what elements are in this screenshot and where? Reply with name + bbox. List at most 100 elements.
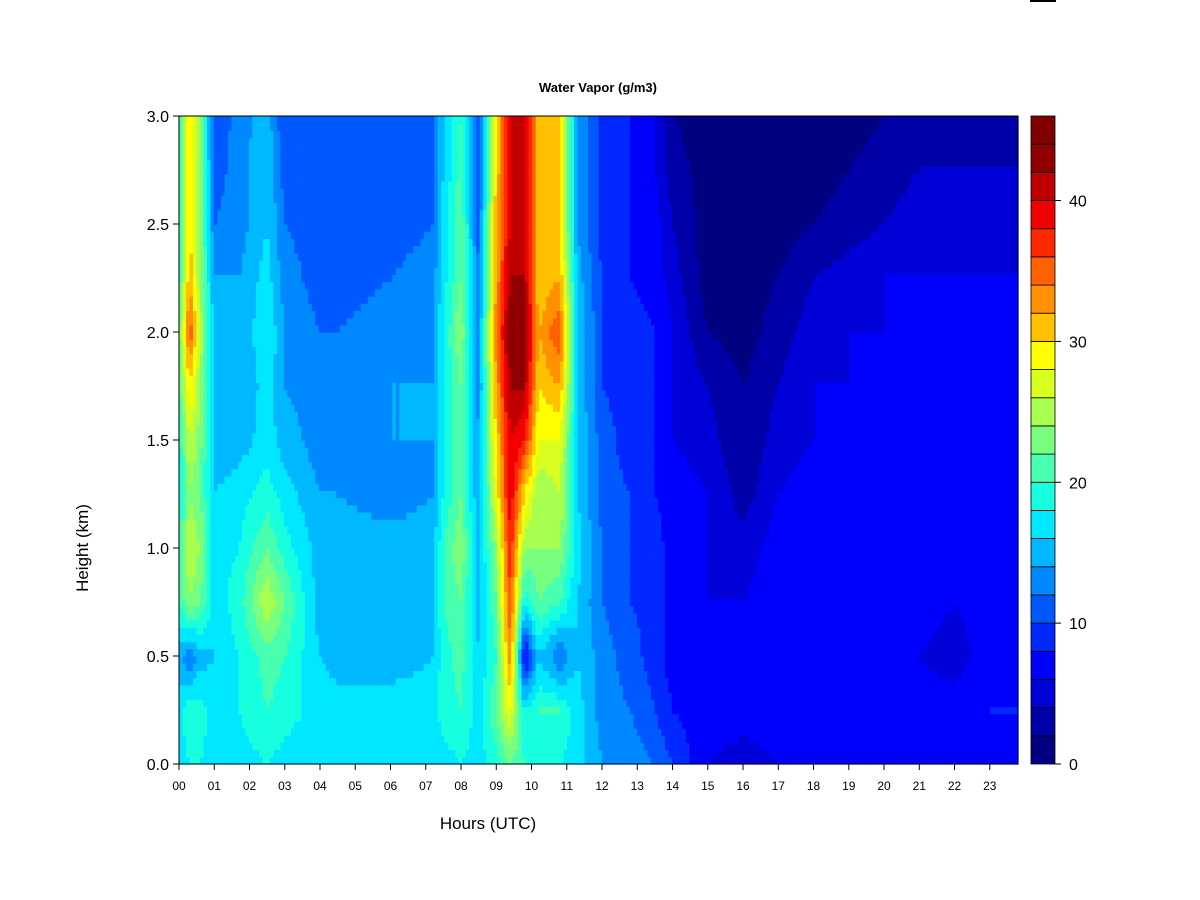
heatmap-cell bbox=[287, 166, 292, 175]
heatmap-cell bbox=[266, 735, 271, 743]
heatmap-cell bbox=[371, 548, 376, 556]
heatmap-cell bbox=[227, 526, 233, 535]
heatmap-cell bbox=[346, 713, 351, 722]
heatmap-cell bbox=[318, 404, 323, 412]
heatmap-cell bbox=[220, 339, 226, 347]
heatmap-cell bbox=[353, 173, 358, 182]
heatmap-cell bbox=[329, 742, 334, 751]
heatmap-cell bbox=[290, 144, 295, 153]
heatmap-cell bbox=[308, 353, 313, 362]
heatmap-cell bbox=[266, 152, 271, 160]
heatmap-cell bbox=[364, 404, 369, 412]
heatmap-cell bbox=[276, 483, 281, 491]
heatmap-cell bbox=[325, 332, 330, 340]
heatmap-cell bbox=[224, 620, 229, 628]
heatmap-cell bbox=[290, 519, 295, 527]
heatmap-cell bbox=[304, 483, 309, 491]
heatmap-cell bbox=[245, 634, 250, 643]
heatmap-cell bbox=[196, 324, 201, 333]
heatmap-cell bbox=[266, 656, 271, 664]
heatmap-cell bbox=[248, 749, 254, 758]
heatmap-cell bbox=[210, 447, 215, 455]
heatmap-cell bbox=[213, 540, 219, 549]
heatmap-cell bbox=[280, 360, 285, 369]
heatmap-cell bbox=[196, 368, 201, 376]
heatmap-cell bbox=[217, 555, 222, 563]
heatmap-cell bbox=[245, 648, 250, 657]
heatmap-cell bbox=[203, 555, 208, 563]
heatmap-cell bbox=[336, 684, 341, 693]
heatmap-cell bbox=[367, 202, 372, 211]
heatmap-cell bbox=[203, 303, 208, 311]
heatmap-cell bbox=[280, 281, 285, 290]
heatmap-cell bbox=[238, 324, 243, 333]
heatmap-cell bbox=[322, 735, 327, 743]
heatmap-cell bbox=[294, 512, 299, 520]
heatmap-cell bbox=[350, 670, 355, 679]
heatmap-cell bbox=[206, 627, 212, 635]
heatmap-cell bbox=[182, 728, 187, 736]
heatmap-cell bbox=[283, 274, 288, 283]
heatmap-cell bbox=[179, 440, 184, 448]
heatmap-cell bbox=[308, 440, 313, 448]
heatmap-cell bbox=[280, 144, 285, 153]
heatmap-cell bbox=[346, 447, 351, 455]
heatmap-cell bbox=[210, 728, 215, 736]
heatmap-cell bbox=[294, 670, 299, 679]
heatmap-cell bbox=[210, 612, 215, 621]
heatmap-cell bbox=[206, 706, 212, 715]
heatmap-cell bbox=[231, 735, 236, 743]
heatmap-cell bbox=[357, 332, 362, 340]
heatmap-cell bbox=[360, 260, 365, 268]
heatmap-cell bbox=[297, 267, 302, 275]
heatmap-cell bbox=[346, 152, 351, 160]
heatmap-cell bbox=[315, 216, 320, 225]
heatmap-cell bbox=[238, 375, 243, 383]
heatmap-cell bbox=[220, 404, 226, 412]
heatmap-cell bbox=[220, 425, 226, 434]
heatmap-cell bbox=[287, 519, 292, 527]
heatmap-cell bbox=[346, 231, 351, 239]
heatmap-cell bbox=[245, 706, 250, 715]
heatmap-cell bbox=[217, 634, 222, 643]
heatmap-cell bbox=[329, 360, 334, 369]
heatmap-cell bbox=[185, 202, 191, 211]
heatmap-cell bbox=[280, 130, 285, 139]
heatmap-cell bbox=[199, 245, 205, 254]
heatmap-cell bbox=[269, 418, 274, 427]
heatmap-cell bbox=[192, 461, 198, 470]
heatmap-cell bbox=[322, 677, 327, 686]
heatmap-cell bbox=[213, 173, 219, 182]
heatmap-cell bbox=[343, 483, 348, 491]
heatmap-cell bbox=[325, 504, 330, 513]
heatmap-cell bbox=[210, 591, 215, 599]
heatmap-cell bbox=[287, 411, 292, 419]
heatmap-cell bbox=[325, 353, 330, 362]
heatmap-cell bbox=[353, 216, 358, 225]
heatmap-cell bbox=[179, 497, 184, 506]
heatmap-cell bbox=[322, 620, 327, 628]
heatmap-cell bbox=[280, 209, 285, 218]
heatmap-cell bbox=[255, 432, 261, 441]
heatmap-cell bbox=[301, 641, 306, 650]
heatmap-cell bbox=[179, 735, 184, 743]
heatmap-cell bbox=[318, 339, 323, 347]
heatmap-cell bbox=[322, 627, 327, 635]
heatmap-cell bbox=[304, 605, 309, 614]
heatmap-cell bbox=[238, 202, 243, 211]
heatmap-cell bbox=[248, 238, 254, 247]
heatmap-cell bbox=[325, 317, 330, 326]
heatmap-cell bbox=[367, 368, 372, 376]
heatmap-cell bbox=[203, 166, 208, 175]
heatmap-cell bbox=[234, 166, 240, 175]
heatmap-cell bbox=[346, 360, 351, 369]
heatmap-cell bbox=[353, 519, 358, 527]
heatmap-cell bbox=[357, 512, 362, 520]
heatmap-cell bbox=[287, 332, 292, 340]
heatmap-cell bbox=[304, 454, 309, 463]
heatmap-cell bbox=[182, 202, 187, 211]
heatmap-cell bbox=[318, 317, 323, 326]
heatmap-cell bbox=[367, 627, 372, 635]
heatmap-cell bbox=[280, 648, 285, 657]
heatmap-cell bbox=[185, 598, 191, 607]
